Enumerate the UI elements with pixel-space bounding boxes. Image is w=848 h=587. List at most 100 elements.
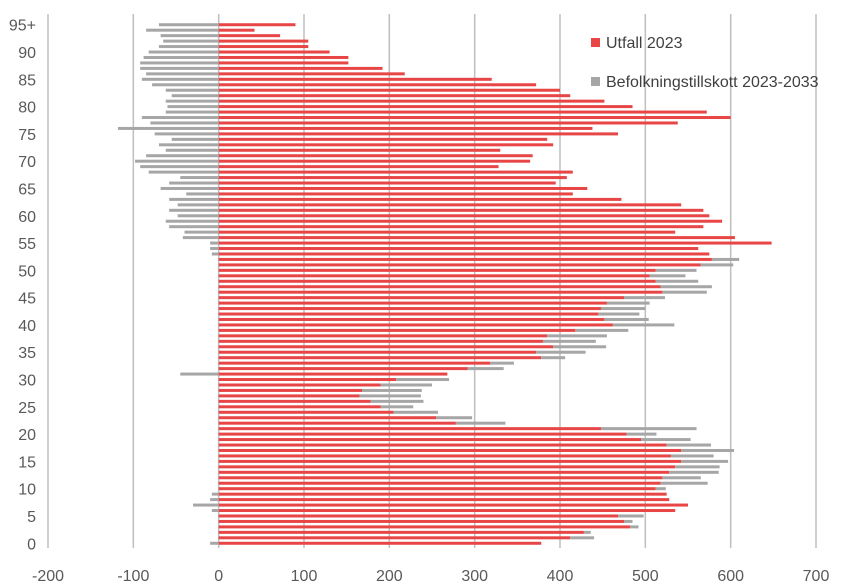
y-tick-label: 90 xyxy=(18,45,36,62)
bar-utfall xyxy=(218,536,571,540)
bar-utfall xyxy=(218,230,676,234)
bar-utfall xyxy=(218,126,593,130)
bar-befolkningstillskott xyxy=(681,448,735,452)
bar-utfall xyxy=(218,323,613,327)
bar-utfall xyxy=(218,105,633,109)
bar-utfall xyxy=(218,170,573,174)
bar-utfall xyxy=(218,110,707,114)
bar-utfall xyxy=(218,509,676,513)
bar-befolkningstillskott xyxy=(211,252,219,256)
bar-utfall xyxy=(218,154,533,158)
legend-swatch-utfall xyxy=(591,38,600,47)
bar-utfall xyxy=(218,88,560,92)
bar-utfall xyxy=(218,454,671,458)
bar-befolkningstillskott xyxy=(163,39,219,43)
bar-befolkningstillskott xyxy=(536,350,586,354)
bar-utfall xyxy=(218,165,499,169)
bar-utfall xyxy=(218,317,605,321)
bar-befolkningstillskott xyxy=(655,268,697,272)
legend-swatch-befolkning xyxy=(591,77,600,86)
bar-befolkningstillskott xyxy=(624,519,633,523)
bar-utfall xyxy=(218,61,349,65)
y-tick-label: 5 xyxy=(27,509,36,526)
bar-utfall xyxy=(218,66,383,70)
bar-befolkningstillskott xyxy=(210,498,219,502)
bar-befolkningstillskott xyxy=(670,454,714,458)
bar-befolkningstillskott xyxy=(158,143,219,147)
legend: Utfall 2023 Befolkningstillskott 2023-20… xyxy=(591,35,819,91)
bar-befolkningstillskott xyxy=(629,525,639,529)
bar-utfall xyxy=(218,192,573,196)
bar-befolkningstillskott xyxy=(135,159,219,163)
bar-utfall xyxy=(218,470,670,474)
series-utfall-2023 xyxy=(218,23,772,545)
bar-utfall xyxy=(218,241,772,245)
bar-befolkningstillskott xyxy=(211,492,219,496)
bar-befolkningstillskott xyxy=(146,72,219,76)
bar-utfall xyxy=(218,290,663,294)
bar-befolkningstillskott xyxy=(152,83,219,87)
y-tick-label: 95+ xyxy=(9,18,36,35)
bar-befolkningstillskott xyxy=(143,55,219,59)
bar-utfall xyxy=(218,421,456,425)
x-tick-label: 300 xyxy=(461,568,488,585)
bar-befolkningstillskott xyxy=(165,110,219,114)
y-tick-label: 50 xyxy=(18,263,36,280)
bar-befolkningstillskott xyxy=(541,356,566,360)
bar-befolkningstillskott xyxy=(165,88,219,92)
bar-befolkningstillskott xyxy=(150,121,219,125)
x-tick-label: 0 xyxy=(214,568,223,585)
y-tick-label: 20 xyxy=(18,427,36,444)
bar-utfall xyxy=(218,350,537,354)
bar-befolkningstillskott xyxy=(700,263,734,267)
bar-utfall xyxy=(218,519,624,523)
y-tick-label: 25 xyxy=(18,400,36,417)
bar-utfall xyxy=(218,465,676,469)
bar-befolkningstillskott xyxy=(211,509,219,513)
bar-befolkningstillskott xyxy=(160,186,219,190)
bar-utfall xyxy=(218,448,682,452)
bar-befolkningstillskott xyxy=(141,77,219,81)
x-tick-label: -100 xyxy=(117,568,149,585)
y-tick-label: 45 xyxy=(18,291,36,308)
x-tick-label: 600 xyxy=(717,568,744,585)
bar-befolkningstillskott xyxy=(553,345,607,349)
bar-befolkningstillskott xyxy=(210,247,219,251)
bar-utfall xyxy=(218,405,381,409)
y-tick-label: 75 xyxy=(18,127,36,144)
bar-befolkningstillskott xyxy=(167,105,219,109)
bar-befolkningstillskott xyxy=(165,219,219,223)
bar-utfall xyxy=(218,356,542,360)
bar-utfall xyxy=(218,416,437,420)
bar-befolkningstillskott xyxy=(626,432,657,436)
bar-utfall xyxy=(218,50,330,54)
bar-befolkningstillskott xyxy=(618,514,644,518)
bar-befolkningstillskott xyxy=(177,214,219,218)
bar-utfall xyxy=(218,459,682,463)
bar-utfall xyxy=(218,132,619,136)
bar-befolkningstillskott xyxy=(467,367,504,371)
bar-utfall xyxy=(218,203,682,207)
bar-utfall xyxy=(218,99,605,103)
bar-befolkningstillskott xyxy=(169,208,219,212)
bar-befolkningstillskott xyxy=(210,541,219,545)
bar-befolkningstillskott xyxy=(380,405,414,409)
bar-utfall xyxy=(218,410,394,414)
bar-utfall xyxy=(218,55,349,59)
y-tick-label: 85 xyxy=(18,72,36,89)
bar-befolkningstillskott xyxy=(669,470,719,474)
bar-utfall xyxy=(218,34,281,38)
bar-utfall xyxy=(218,94,571,98)
bar-befolkningstillskott xyxy=(169,197,219,201)
bar-utfall xyxy=(218,312,599,316)
bar-utfall xyxy=(218,83,537,87)
bar-befolkningstillskott xyxy=(606,301,650,305)
bar-utfall xyxy=(218,279,656,283)
bar-befolkningstillskott xyxy=(165,99,219,103)
y-tick-label: 0 xyxy=(27,536,36,553)
bar-befolkningstillskott xyxy=(193,503,219,507)
bar-utfall xyxy=(218,427,601,431)
bar-utfall xyxy=(218,263,701,267)
legend-label-utfall: Utfall 2023 xyxy=(606,35,683,52)
